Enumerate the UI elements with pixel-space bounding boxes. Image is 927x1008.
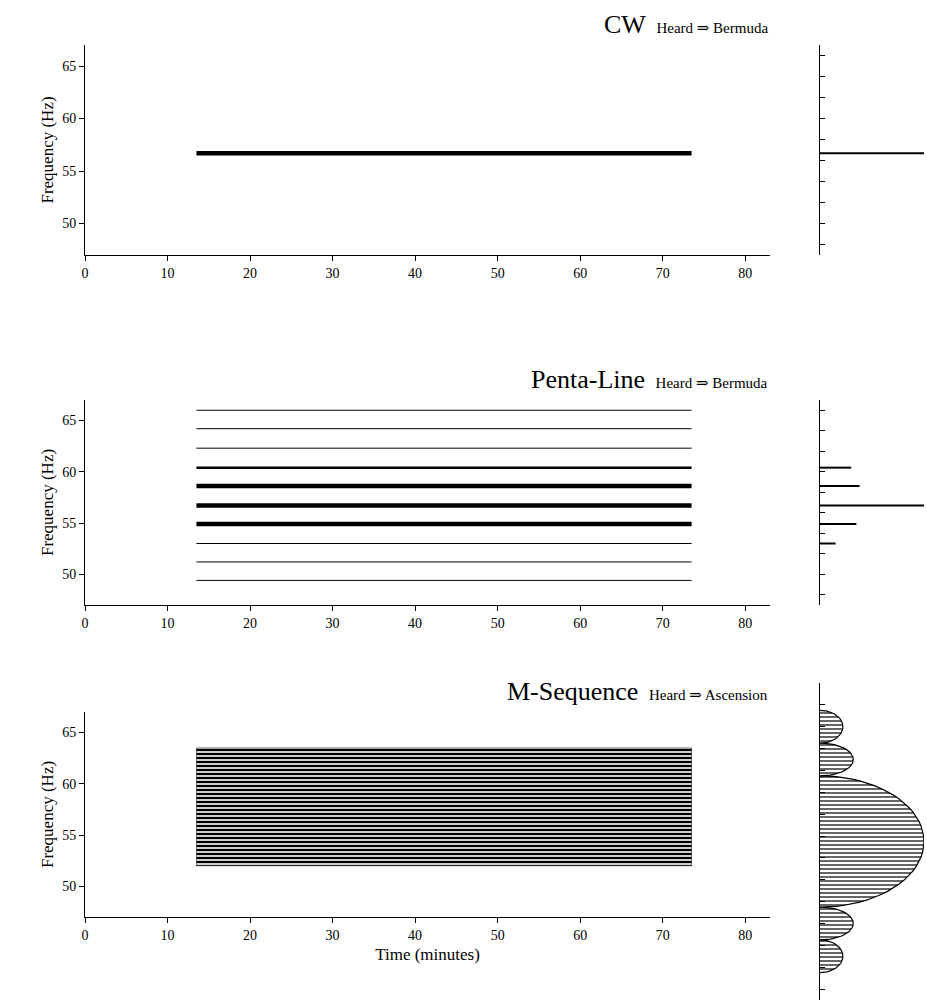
svg-text:Frequency (Hz): Frequency (Hz) (38, 449, 57, 556)
svg-text:10: 10 (161, 266, 175, 281)
svg-text:60: 60 (573, 616, 587, 631)
svg-text:50: 50 (491, 266, 505, 281)
svg-text:40: 40 (408, 928, 422, 943)
svg-text:60: 60 (62, 777, 76, 792)
svg-text:70: 70 (656, 266, 670, 281)
svg-text:50: 50 (491, 928, 505, 943)
svg-text:20: 20 (243, 616, 257, 631)
svg-text:65: 65 (62, 413, 76, 428)
svg-text:CW Heard ⇒ Bermuda: CW Heard ⇒ Bermuda (604, 10, 768, 39)
svg-text:20: 20 (243, 266, 257, 281)
svg-text:55: 55 (62, 828, 76, 843)
svg-text:0: 0 (82, 616, 89, 631)
svg-text:40: 40 (408, 616, 422, 631)
svg-text:30: 30 (326, 266, 340, 281)
svg-text:M-Sequence Heard ⇒ Ascension: M-Sequence Heard ⇒ Ascension (507, 677, 768, 706)
svg-text:80: 80 (738, 266, 752, 281)
svg-text:80: 80 (738, 928, 752, 943)
svg-text:60: 60 (62, 465, 76, 480)
svg-text:30: 30 (326, 928, 340, 943)
svg-text:80: 80 (738, 616, 752, 631)
svg-text:50: 50 (62, 216, 76, 231)
svg-text:50: 50 (62, 567, 76, 582)
svg-text:50: 50 (491, 616, 505, 631)
svg-text:10: 10 (161, 928, 175, 943)
svg-text:55: 55 (62, 516, 76, 531)
svg-text:55: 55 (62, 164, 76, 179)
svg-text:0: 0 (82, 266, 89, 281)
svg-text:0: 0 (82, 928, 89, 943)
svg-text:65: 65 (62, 725, 76, 740)
svg-text:70: 70 (656, 928, 670, 943)
svg-text:Frequency (Hz): Frequency (Hz) (38, 96, 57, 203)
svg-text:Penta-Line Heard ⇒ Bermuda: Penta-Line Heard ⇒ Bermuda (531, 365, 768, 394)
svg-text:20: 20 (243, 928, 257, 943)
svg-text:Frequency (Hz): Frequency (Hz) (38, 761, 57, 868)
svg-text:60: 60 (62, 111, 76, 126)
svg-text:30: 30 (326, 616, 340, 631)
svg-text:10: 10 (161, 616, 175, 631)
svg-text:50: 50 (62, 879, 76, 894)
svg-text:70: 70 (656, 616, 670, 631)
svg-text:65: 65 (62, 59, 76, 74)
svg-text:Time (minutes): Time (minutes) (375, 945, 480, 964)
svg-text:40: 40 (408, 266, 422, 281)
svg-text:60: 60 (573, 266, 587, 281)
svg-text:60: 60 (573, 928, 587, 943)
